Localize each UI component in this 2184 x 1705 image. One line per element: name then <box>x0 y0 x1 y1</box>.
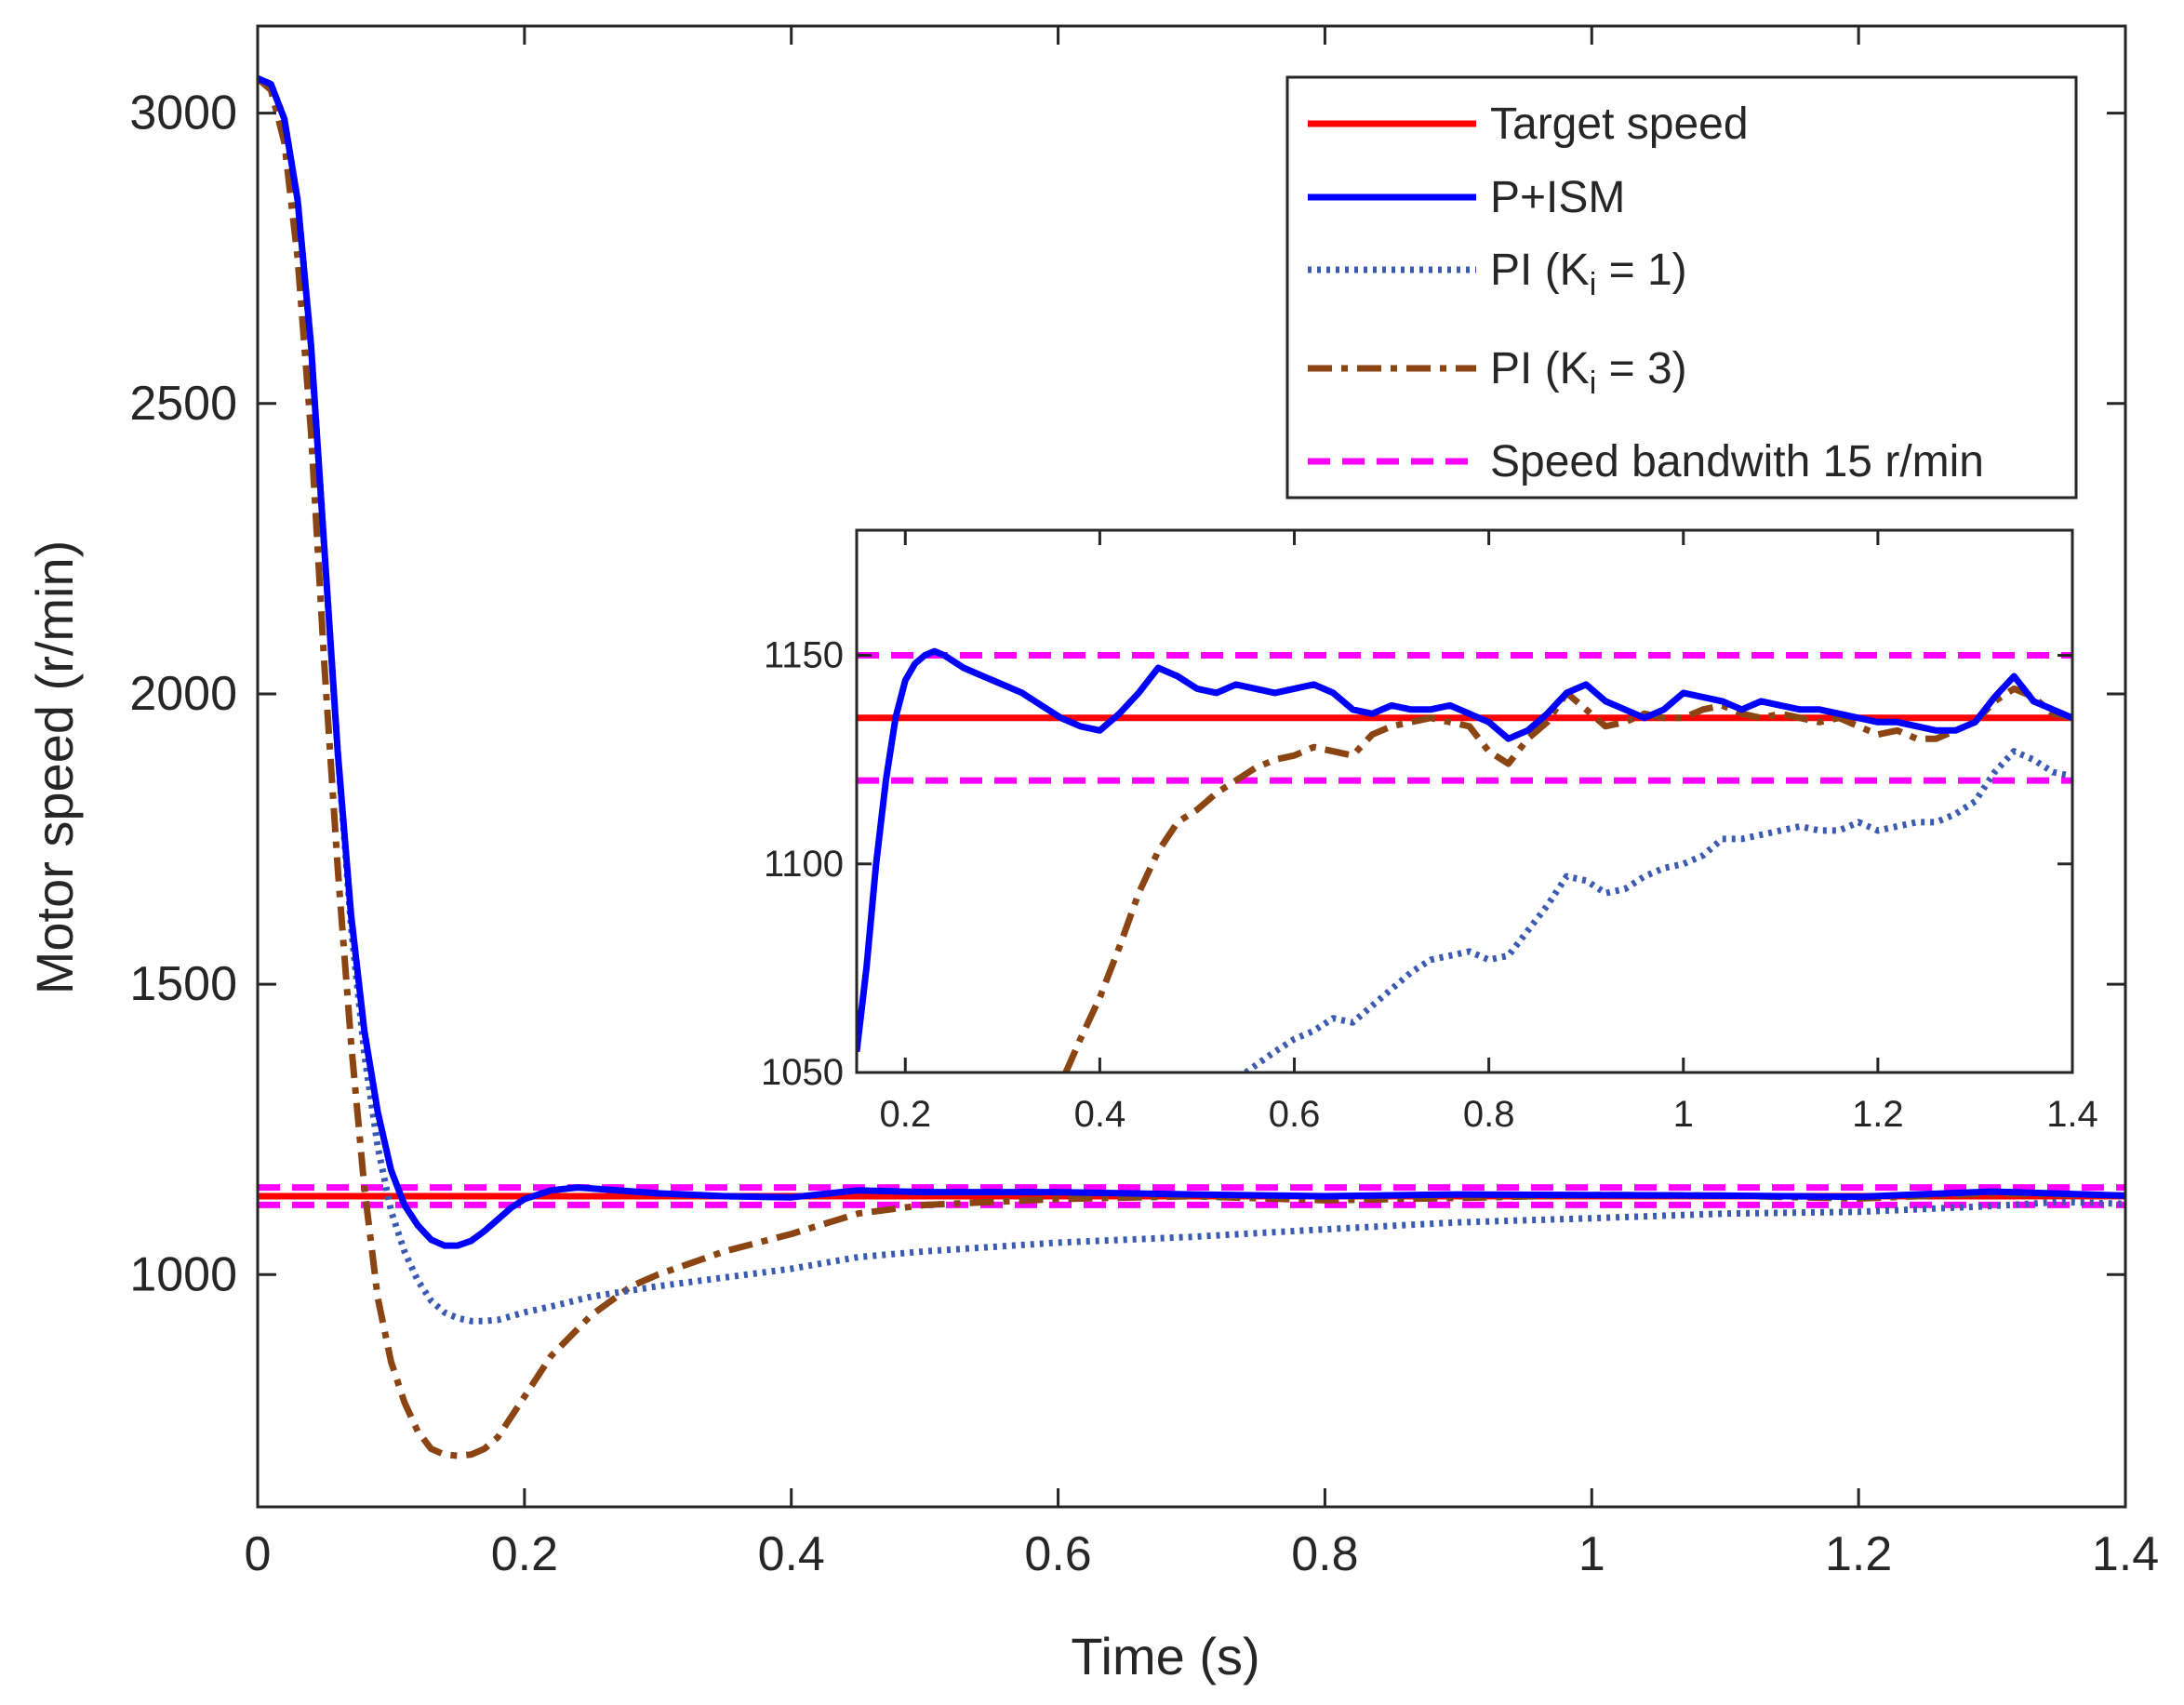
inset-axes-frame <box>855 528 2074 1074</box>
inset-x-tick-label: 0.8 <box>1463 1094 1515 1135</box>
main-x-tick-label: 1.4 <box>2092 1527 2159 1581</box>
legend-label-pi3: PI (Ki = 3) <box>1490 344 1687 402</box>
main-x-tick-label: 0.2 <box>491 1527 558 1581</box>
main-y-tick-label: 2500 <box>129 377 237 431</box>
legend-label-pi1: PI (Ki = 1) <box>1490 246 1687 303</box>
main-series-pism-5 <box>258 74 2125 1249</box>
main-x-tick-label: 0.4 <box>758 1527 825 1581</box>
main-x-tick-label: 1 <box>1578 1527 1605 1581</box>
main-x-tick-label: 1.2 <box>1825 1527 1892 1581</box>
inset-y-tick-label: 1050 <box>761 1052 844 1093</box>
legend: Target speed P+ISM PI (Ki = 1) PI (Ki = 3) S… <box>1285 75 2078 500</box>
inset-x-tick-label: 1.4 <box>2046 1094 2098 1135</box>
inset-x-tick-label: 0.2 <box>879 1094 931 1135</box>
inset-x-tick-label: 0.6 <box>1269 1094 1321 1135</box>
main-axes-frame <box>256 24 2127 1509</box>
inset-x-tick-label: 1 <box>1673 1094 1694 1135</box>
main-series-pi3-3 <box>258 75 2125 1459</box>
main-x-tick-label: 0.8 <box>1291 1527 1358 1581</box>
main-x-tick-label: 0.6 <box>1024 1527 1091 1581</box>
x-axis-title: Time (s) <box>1071 1627 1259 1685</box>
main-y-tick-label: 1000 <box>129 1247 237 1301</box>
main-x-tick-label: 0 <box>245 1527 272 1581</box>
inset-series-group <box>857 647 2072 1072</box>
inset-y-tick-label: 1100 <box>764 844 844 885</box>
inset-y-tick-label: 1150 <box>764 635 844 676</box>
inset-plot: 0.2 0.4 0.6 0.8 1 1.2 1.4 1050 1100 1150 <box>761 528 2098 1135</box>
y-axis-title: Motor speed (r/min) <box>25 540 84 995</box>
main-series-pi1-4 <box>258 74 2125 1325</box>
main-y-tick-label: 2000 <box>129 667 237 721</box>
inset-series-pism-5 <box>857 647 2072 1053</box>
legend-label-pism: P+ISM <box>1490 173 1625 222</box>
main-y-tick-label: 1500 <box>129 957 237 1011</box>
inset-x-tick-label: 1.2 <box>1852 1094 1904 1135</box>
legend-label-band: Speed bandwith 15 r/min <box>1490 437 1984 486</box>
legend-box <box>1285 75 2078 500</box>
inset-axes-background <box>857 530 2072 1072</box>
inset-x-tick-label: 0.4 <box>1074 1094 1126 1135</box>
main-y-tick-label: 3000 <box>129 87 237 140</box>
main-series-group <box>258 74 2125 1459</box>
legend-label-target: Target speed <box>1490 100 1749 149</box>
